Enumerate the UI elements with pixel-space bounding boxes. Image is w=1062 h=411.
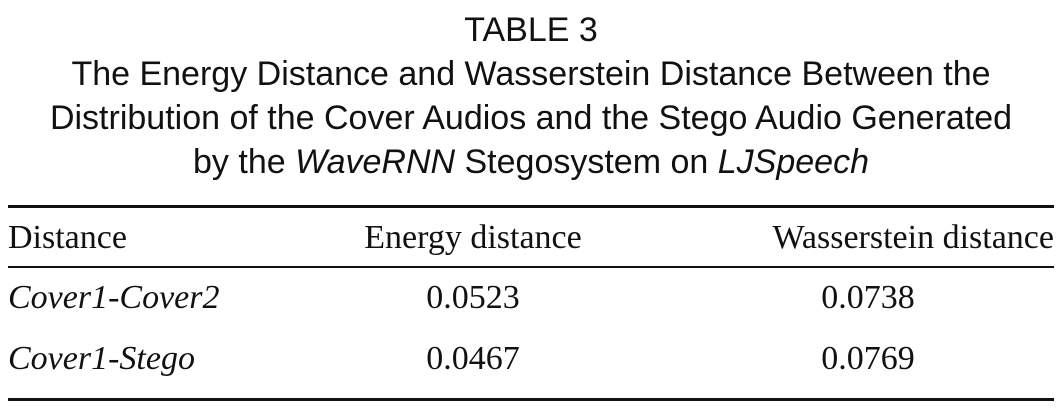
caption-line-2: Distribution of the Cover Audios and the… (49, 99, 1013, 137)
table-header-row: Distance Energy distance Wasserstein dis… (8, 208, 1054, 268)
caption-line-1: The Energy Distance and Wasserstein Dist… (71, 55, 991, 93)
table-bottom-rule (8, 398, 1054, 401)
row-label: Cover1-Cover2 (8, 279, 220, 316)
table-header-rule (8, 266, 1054, 268)
wasserstein-distance-value: 0.0769 (821, 340, 915, 377)
caption-line-3: by the WaveRNN Stegosystem on LJSpeech (0, 140, 1062, 184)
table-top-rule (8, 205, 1054, 208)
table-row: Cover1-Cover2 0.0523 0.0738 (8, 268, 1054, 328)
header-distance: Distance (8, 219, 127, 256)
wasserstein-distance-value: 0.0738 (821, 279, 915, 316)
table-number: TABLE 3 (464, 11, 598, 49)
caption-model-name: WaveRNN (295, 143, 456, 181)
caption-prefix: by the (193, 143, 296, 181)
energy-distance-value: 0.0467 (426, 340, 520, 377)
table-row: Cover1-Stego 0.0467 0.0769 (8, 329, 1054, 389)
table-caption: TABLE 3 The Energy Distance and Wasserst… (0, 8, 1062, 184)
caption-dataset-name: LJSpeech (717, 143, 869, 181)
caption-middle: Stegosystem on (455, 143, 718, 181)
row-label: Cover1-Stego (8, 340, 195, 377)
energy-distance-value: 0.0523 (426, 279, 520, 316)
header-wasserstein-distance: Wasserstein distance (772, 219, 1054, 256)
header-energy-distance: Energy distance (364, 219, 582, 256)
